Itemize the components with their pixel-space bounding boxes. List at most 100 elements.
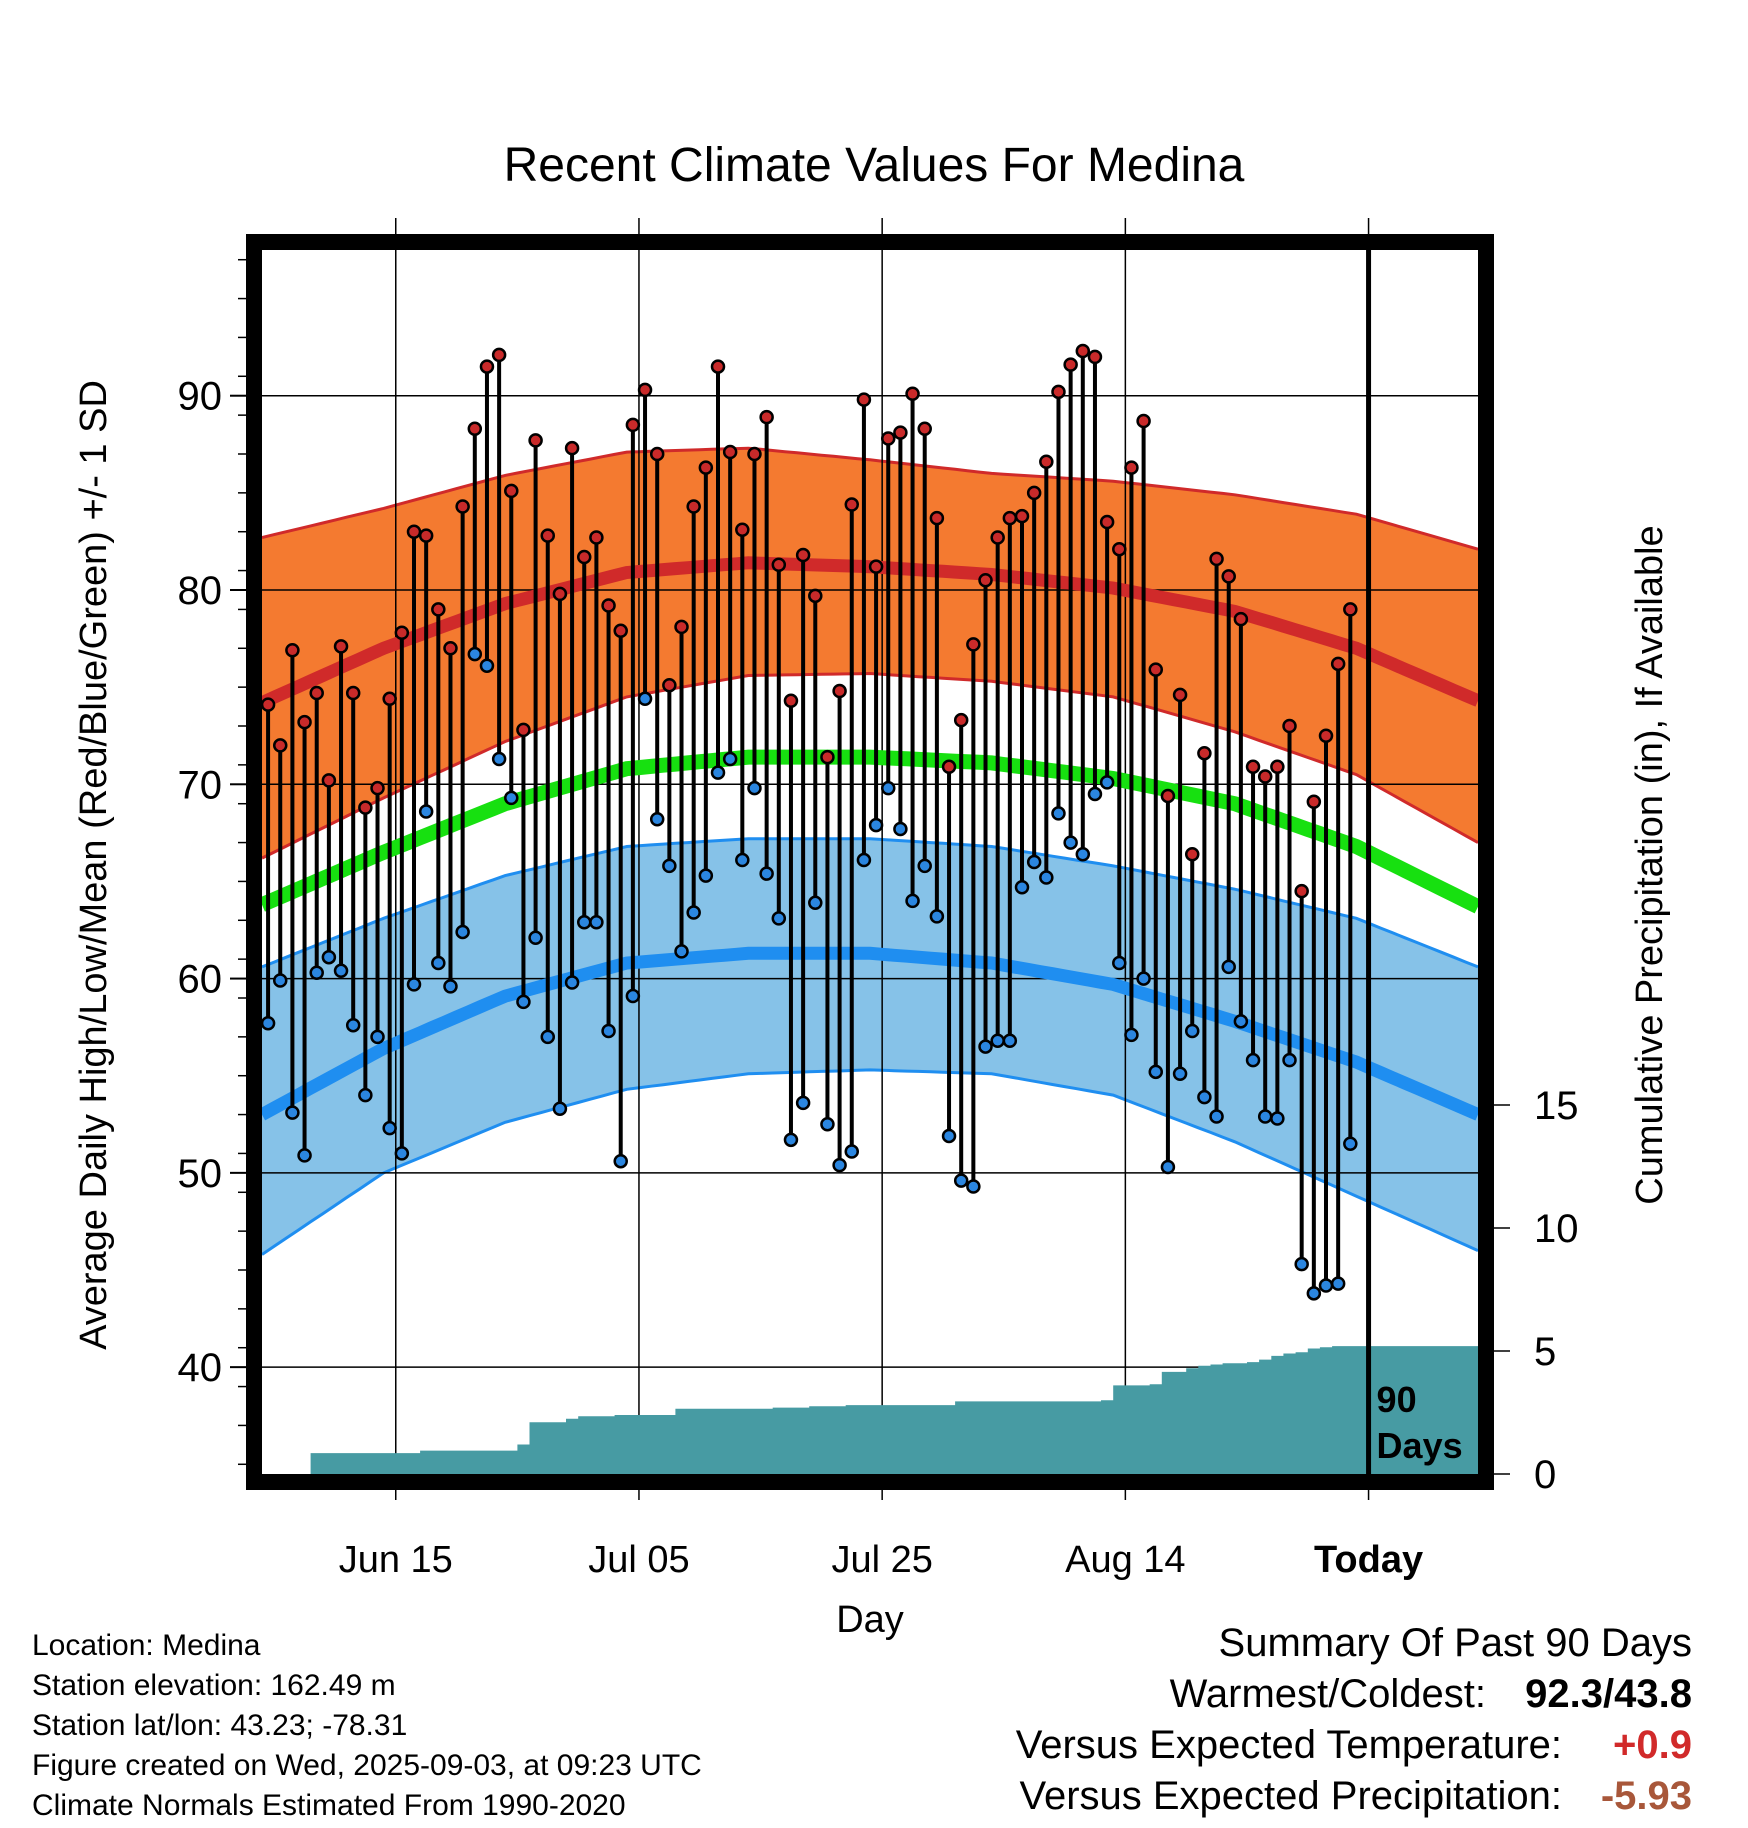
y-tick-label: 80 <box>178 569 223 613</box>
daily-low-point <box>540 1029 556 1045</box>
daily-high-point <box>516 722 531 738</box>
daily-high-point <box>735 522 750 538</box>
daily-low-point <box>467 646 483 662</box>
daily-high-point <box>1270 759 1285 775</box>
daily-high-point <box>1221 569 1236 584</box>
daily-low-point <box>552 1101 568 1116</box>
daily-low-point <box>1112 955 1127 971</box>
daily-high-point <box>601 598 616 613</box>
plot-layer <box>262 250 1478 1474</box>
daily-high-point <box>1112 541 1127 557</box>
daily-high-point <box>358 800 373 815</box>
daily-low-point <box>1343 1136 1358 1151</box>
high-band-upper-line <box>262 446 1478 551</box>
created-text: Figure created on Wed, 2025-09-03, at 09… <box>32 1749 702 1782</box>
daily-high-point <box>1184 846 1200 862</box>
daily-low-point <box>978 1039 993 1054</box>
daily-high-point <box>856 392 872 407</box>
temp-diff-value: +0.9 <box>1613 1723 1692 1767</box>
daily-high-point <box>880 431 896 446</box>
daily-high-point <box>418 528 434 543</box>
daily-high-point <box>1039 454 1054 470</box>
x-tick-label: Jun 15 <box>339 1539 453 1581</box>
daily-low-point <box>576 914 592 930</box>
daily-low-point <box>1306 1286 1322 1301</box>
daily-high-point <box>844 497 860 512</box>
daily-high-point <box>1087 349 1103 365</box>
y-axis-label: Average Daily High/Low/Mean (Red/Blue/Gr… <box>73 380 115 1350</box>
daily-high-point <box>662 677 677 693</box>
daily-low-point <box>747 780 762 796</box>
daily-high-point <box>759 409 774 425</box>
daily-low-point <box>406 977 422 992</box>
elevation-text: Station elevation: 162.49 m <box>32 1669 396 1702</box>
daily-low-point <box>1051 806 1066 821</box>
daily-low-point <box>1026 854 1042 870</box>
daily-low-point <box>893 821 908 837</box>
daily-low-point <box>1282 1052 1297 1068</box>
daily-high-point <box>795 547 811 563</box>
daily-high-point <box>1051 384 1066 400</box>
daily-high-point <box>321 773 337 788</box>
daily-low-point <box>504 790 519 806</box>
daily-high-point <box>333 639 349 654</box>
daily-high-point <box>1330 656 1346 672</box>
y-tick-label: 50 <box>178 1152 223 1196</box>
daily-low-point <box>953 1173 969 1188</box>
daily-high-point <box>1294 883 1309 899</box>
daily-low-point <box>455 924 470 940</box>
daily-high-point <box>966 637 981 652</box>
daily-high-point <box>990 530 1005 545</box>
daily-low-point <box>1172 1066 1188 1082</box>
low-band-upper-line <box>262 837 1478 969</box>
daily-high-point <box>491 347 507 363</box>
daily-high-point <box>1282 718 1297 734</box>
daily-high-point <box>589 530 604 545</box>
daily-low-point <box>1209 1109 1224 1124</box>
y2-tick-label: 0 <box>1534 1453 1556 1497</box>
daily-high-point <box>552 586 568 602</box>
daily-low-point <box>309 965 324 980</box>
daily-high-point <box>674 619 689 635</box>
daily-high-point <box>808 588 823 604</box>
daily-high-point <box>479 359 495 374</box>
warm-cold-value: 92.3/43.8 <box>1525 1672 1692 1716</box>
summary-panel: Summary Of Past 90 Days Warmest/Coldest:… <box>1016 1618 1692 1822</box>
normals-text: Climate Normals Estimated From 1990-2020 <box>32 1789 626 1822</box>
daily-low-point <box>735 852 750 868</box>
daily-low-point <box>868 817 884 833</box>
daily-low-point <box>722 751 738 767</box>
daily-low-point <box>917 858 932 874</box>
daily-low-point <box>262 1016 276 1031</box>
daily-high-point <box>564 440 580 456</box>
daily-low-point <box>479 658 495 674</box>
daily-high-point <box>345 685 361 701</box>
daily-high-point <box>1233 611 1249 627</box>
daily-high-point <box>1002 510 1018 526</box>
daily-low-point <box>686 905 701 920</box>
daily-low-point <box>321 949 337 965</box>
low-band-lower-line <box>262 1068 1478 1256</box>
days-label-text: Days <box>1377 1425 1463 1466</box>
y2-tick-label: 5 <box>1534 1330 1556 1374</box>
daily-low-point <box>929 909 945 924</box>
daily-low-point <box>783 1132 799 1148</box>
daily-low-point <box>1124 1027 1139 1043</box>
daily-low-point <box>1184 1023 1200 1039</box>
daily-low-point <box>1136 971 1151 986</box>
daily-low-point <box>710 765 726 780</box>
daily-high-point <box>1026 485 1042 501</box>
summary-heading: Summary Of Past 90 Days <box>1218 1621 1692 1665</box>
daily-low-point <box>528 930 543 946</box>
daily-low-point <box>285 1105 300 1120</box>
daily-low-point <box>759 866 774 881</box>
daily-low-point <box>394 1146 410 1161</box>
y2-tick-label: 15 <box>1534 1084 1579 1128</box>
daily-high-point <box>504 483 519 499</box>
daily-high-point <box>382 691 397 707</box>
precip-diff-label: Versus Expected Precipitation: <box>1019 1774 1562 1818</box>
daily-low-point <box>1160 1159 1176 1175</box>
daily-high-point <box>698 460 714 475</box>
mean-normal-line <box>262 749 1478 914</box>
daily-high-point <box>1209 551 1224 567</box>
